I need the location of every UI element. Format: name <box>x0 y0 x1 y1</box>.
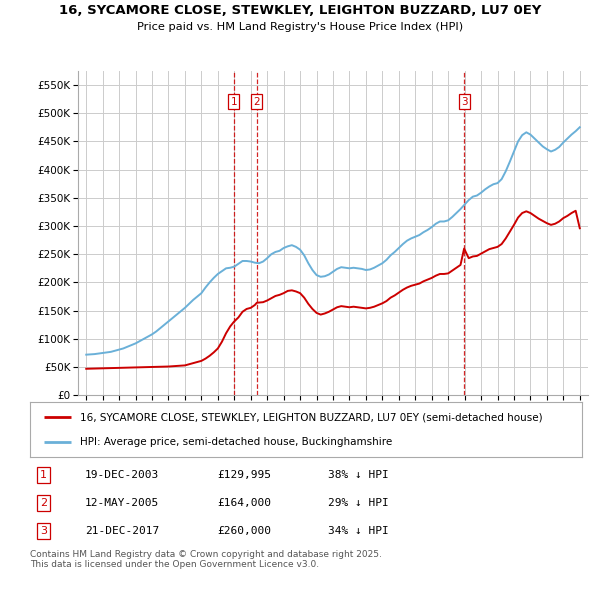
Text: 2: 2 <box>40 499 47 508</box>
Text: HPI: Average price, semi-detached house, Buckinghamshire: HPI: Average price, semi-detached house,… <box>80 437 392 447</box>
Text: 38% ↓ HPI: 38% ↓ HPI <box>328 470 389 480</box>
Text: 2: 2 <box>254 97 260 107</box>
Text: Contains HM Land Registry data © Crown copyright and database right 2025.
This d: Contains HM Land Registry data © Crown c… <box>30 550 382 569</box>
Text: 3: 3 <box>40 526 47 536</box>
Text: 16, SYCAMORE CLOSE, STEWKLEY, LEIGHTON BUZZARD, LU7 0EY (semi-detached house): 16, SYCAMORE CLOSE, STEWKLEY, LEIGHTON B… <box>80 412 542 422</box>
Text: 12-MAY-2005: 12-MAY-2005 <box>85 499 160 508</box>
Text: £260,000: £260,000 <box>218 526 272 536</box>
Text: 19-DEC-2003: 19-DEC-2003 <box>85 470 160 480</box>
Text: 1: 1 <box>40 470 47 480</box>
Text: 21-DEC-2017: 21-DEC-2017 <box>85 526 160 536</box>
Text: £129,995: £129,995 <box>218 470 272 480</box>
Text: £164,000: £164,000 <box>218 499 272 508</box>
Text: 16, SYCAMORE CLOSE, STEWKLEY, LEIGHTON BUZZARD, LU7 0EY: 16, SYCAMORE CLOSE, STEWKLEY, LEIGHTON B… <box>59 4 541 17</box>
Text: 29% ↓ HPI: 29% ↓ HPI <box>328 499 389 508</box>
Text: 3: 3 <box>461 97 467 107</box>
Text: 1: 1 <box>230 97 237 107</box>
Text: 34% ↓ HPI: 34% ↓ HPI <box>328 526 389 536</box>
Text: Price paid vs. HM Land Registry's House Price Index (HPI): Price paid vs. HM Land Registry's House … <box>137 22 463 32</box>
